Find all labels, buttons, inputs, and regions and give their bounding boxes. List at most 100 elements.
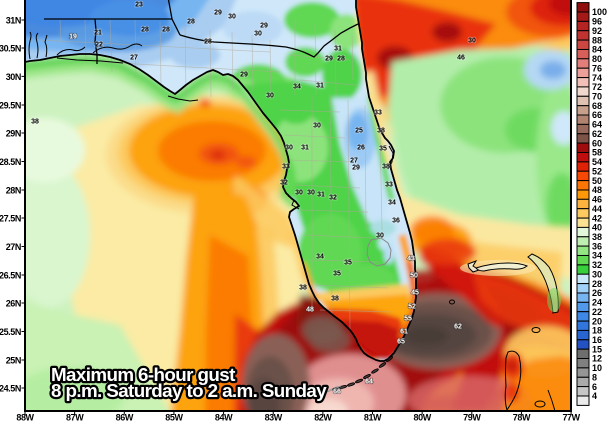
svg-text:86W: 86W [116,413,134,423]
svg-text:8: 8 [592,373,597,383]
svg-text:27: 27 [130,55,138,62]
svg-text:72: 72 [592,82,602,92]
svg-text:81W: 81W [364,413,382,423]
svg-text:29: 29 [352,165,360,172]
svg-text:82W: 82W [314,413,332,423]
svg-text:25: 25 [355,128,363,135]
svg-text:87W: 87W [66,413,84,423]
svg-text:52: 52 [408,304,416,311]
svg-text:26N: 26N [6,299,21,309]
svg-text:27: 27 [350,158,358,165]
svg-text:22: 22 [592,307,602,317]
svg-text:28: 28 [162,27,170,34]
svg-text:26: 26 [592,288,602,298]
svg-text:34: 34 [293,84,301,91]
svg-text:25N: 25N [6,356,21,366]
svg-text:Maximum 6-hour gust: Maximum 6-hour gust [51,364,236,385]
svg-text:30: 30 [592,269,602,279]
svg-text:60: 60 [592,138,602,148]
svg-text:50: 50 [592,176,602,186]
svg-text:32: 32 [592,260,602,270]
svg-text:34: 34 [592,251,602,261]
svg-text:58: 58 [592,148,602,158]
svg-text:30: 30 [266,93,274,100]
svg-text:31: 31 [334,46,342,53]
svg-text:24.5N: 24.5N [0,384,21,394]
svg-text:88W: 88W [16,413,34,423]
svg-text:84W: 84W [215,413,233,423]
svg-text:21: 21 [94,30,102,37]
svg-text:28: 28 [141,27,149,34]
svg-text:38: 38 [592,232,602,242]
svg-text:84: 84 [592,45,602,55]
svg-text:32: 32 [329,195,337,202]
svg-text:54: 54 [592,157,602,167]
svg-text:80: 80 [592,54,602,64]
svg-text:34: 34 [316,254,324,261]
svg-text:33: 33 [385,182,393,189]
svg-text:23: 23 [135,2,143,9]
svg-text:38: 38 [299,285,307,292]
svg-text:35: 35 [379,146,387,153]
svg-text:35: 35 [344,260,352,267]
svg-text:4: 4 [592,391,597,401]
svg-text:38: 38 [331,296,339,303]
svg-text:52: 52 [592,166,602,176]
svg-text:12: 12 [592,354,602,364]
svg-text:31: 31 [316,83,324,90]
svg-text:30: 30 [313,123,321,130]
svg-text:77W: 77W [562,413,580,423]
svg-text:8 p.m. Saturday to 2 a.m. Sund: 8 p.m. Saturday to 2 a.m. Sunday [51,380,327,401]
svg-text:28: 28 [337,56,345,63]
svg-text:33: 33 [374,110,382,117]
svg-text:66: 66 [333,389,341,396]
svg-text:44: 44 [592,204,602,214]
svg-text:36: 36 [592,241,602,251]
svg-text:29: 29 [214,10,222,17]
svg-text:30N: 30N [6,72,21,82]
svg-text:46: 46 [592,195,602,205]
svg-text:48: 48 [592,185,602,195]
svg-text:92: 92 [592,26,602,36]
svg-text:30: 30 [376,233,384,240]
svg-text:28: 28 [187,19,195,26]
svg-text:30: 30 [295,190,303,197]
svg-text:19: 19 [69,34,77,41]
svg-text:79W: 79W [463,413,481,423]
svg-text:30: 30 [228,14,236,21]
svg-text:32: 32 [280,180,288,187]
svg-text:27.5N: 27.5N [0,214,21,224]
svg-text:43: 43 [407,256,415,263]
svg-text:88: 88 [592,35,602,45]
svg-text:38: 38 [377,128,385,135]
svg-text:28: 28 [204,39,212,46]
svg-text:30: 30 [285,145,293,152]
svg-text:29N: 29N [6,129,21,139]
svg-text:45: 45 [411,290,419,297]
svg-text:30.5N: 30.5N [0,44,21,54]
svg-text:28: 28 [592,279,602,289]
svg-text:26: 26 [357,145,365,152]
svg-text:48: 48 [306,307,314,314]
svg-text:35: 35 [333,271,341,278]
svg-text:31: 31 [317,192,325,199]
svg-text:61: 61 [400,329,408,336]
svg-text:62: 62 [592,129,602,139]
svg-text:74: 74 [592,73,602,83]
svg-text:18: 18 [592,326,602,336]
svg-text:24: 24 [592,298,602,308]
svg-text:64: 64 [365,379,373,386]
svg-text:28.5N: 28.5N [0,157,21,167]
svg-text:36: 36 [392,218,400,225]
svg-text:10: 10 [592,363,602,373]
svg-text:70: 70 [592,92,602,102]
svg-text:15: 15 [592,344,602,354]
svg-text:38: 38 [382,164,390,171]
svg-text:29: 29 [260,23,268,30]
svg-text:28N: 28N [6,186,21,196]
svg-text:29.5N: 29.5N [0,101,21,111]
svg-text:46: 46 [457,55,465,62]
svg-text:29: 29 [240,72,248,79]
svg-text:65: 65 [397,339,405,346]
svg-text:62: 62 [454,324,462,331]
